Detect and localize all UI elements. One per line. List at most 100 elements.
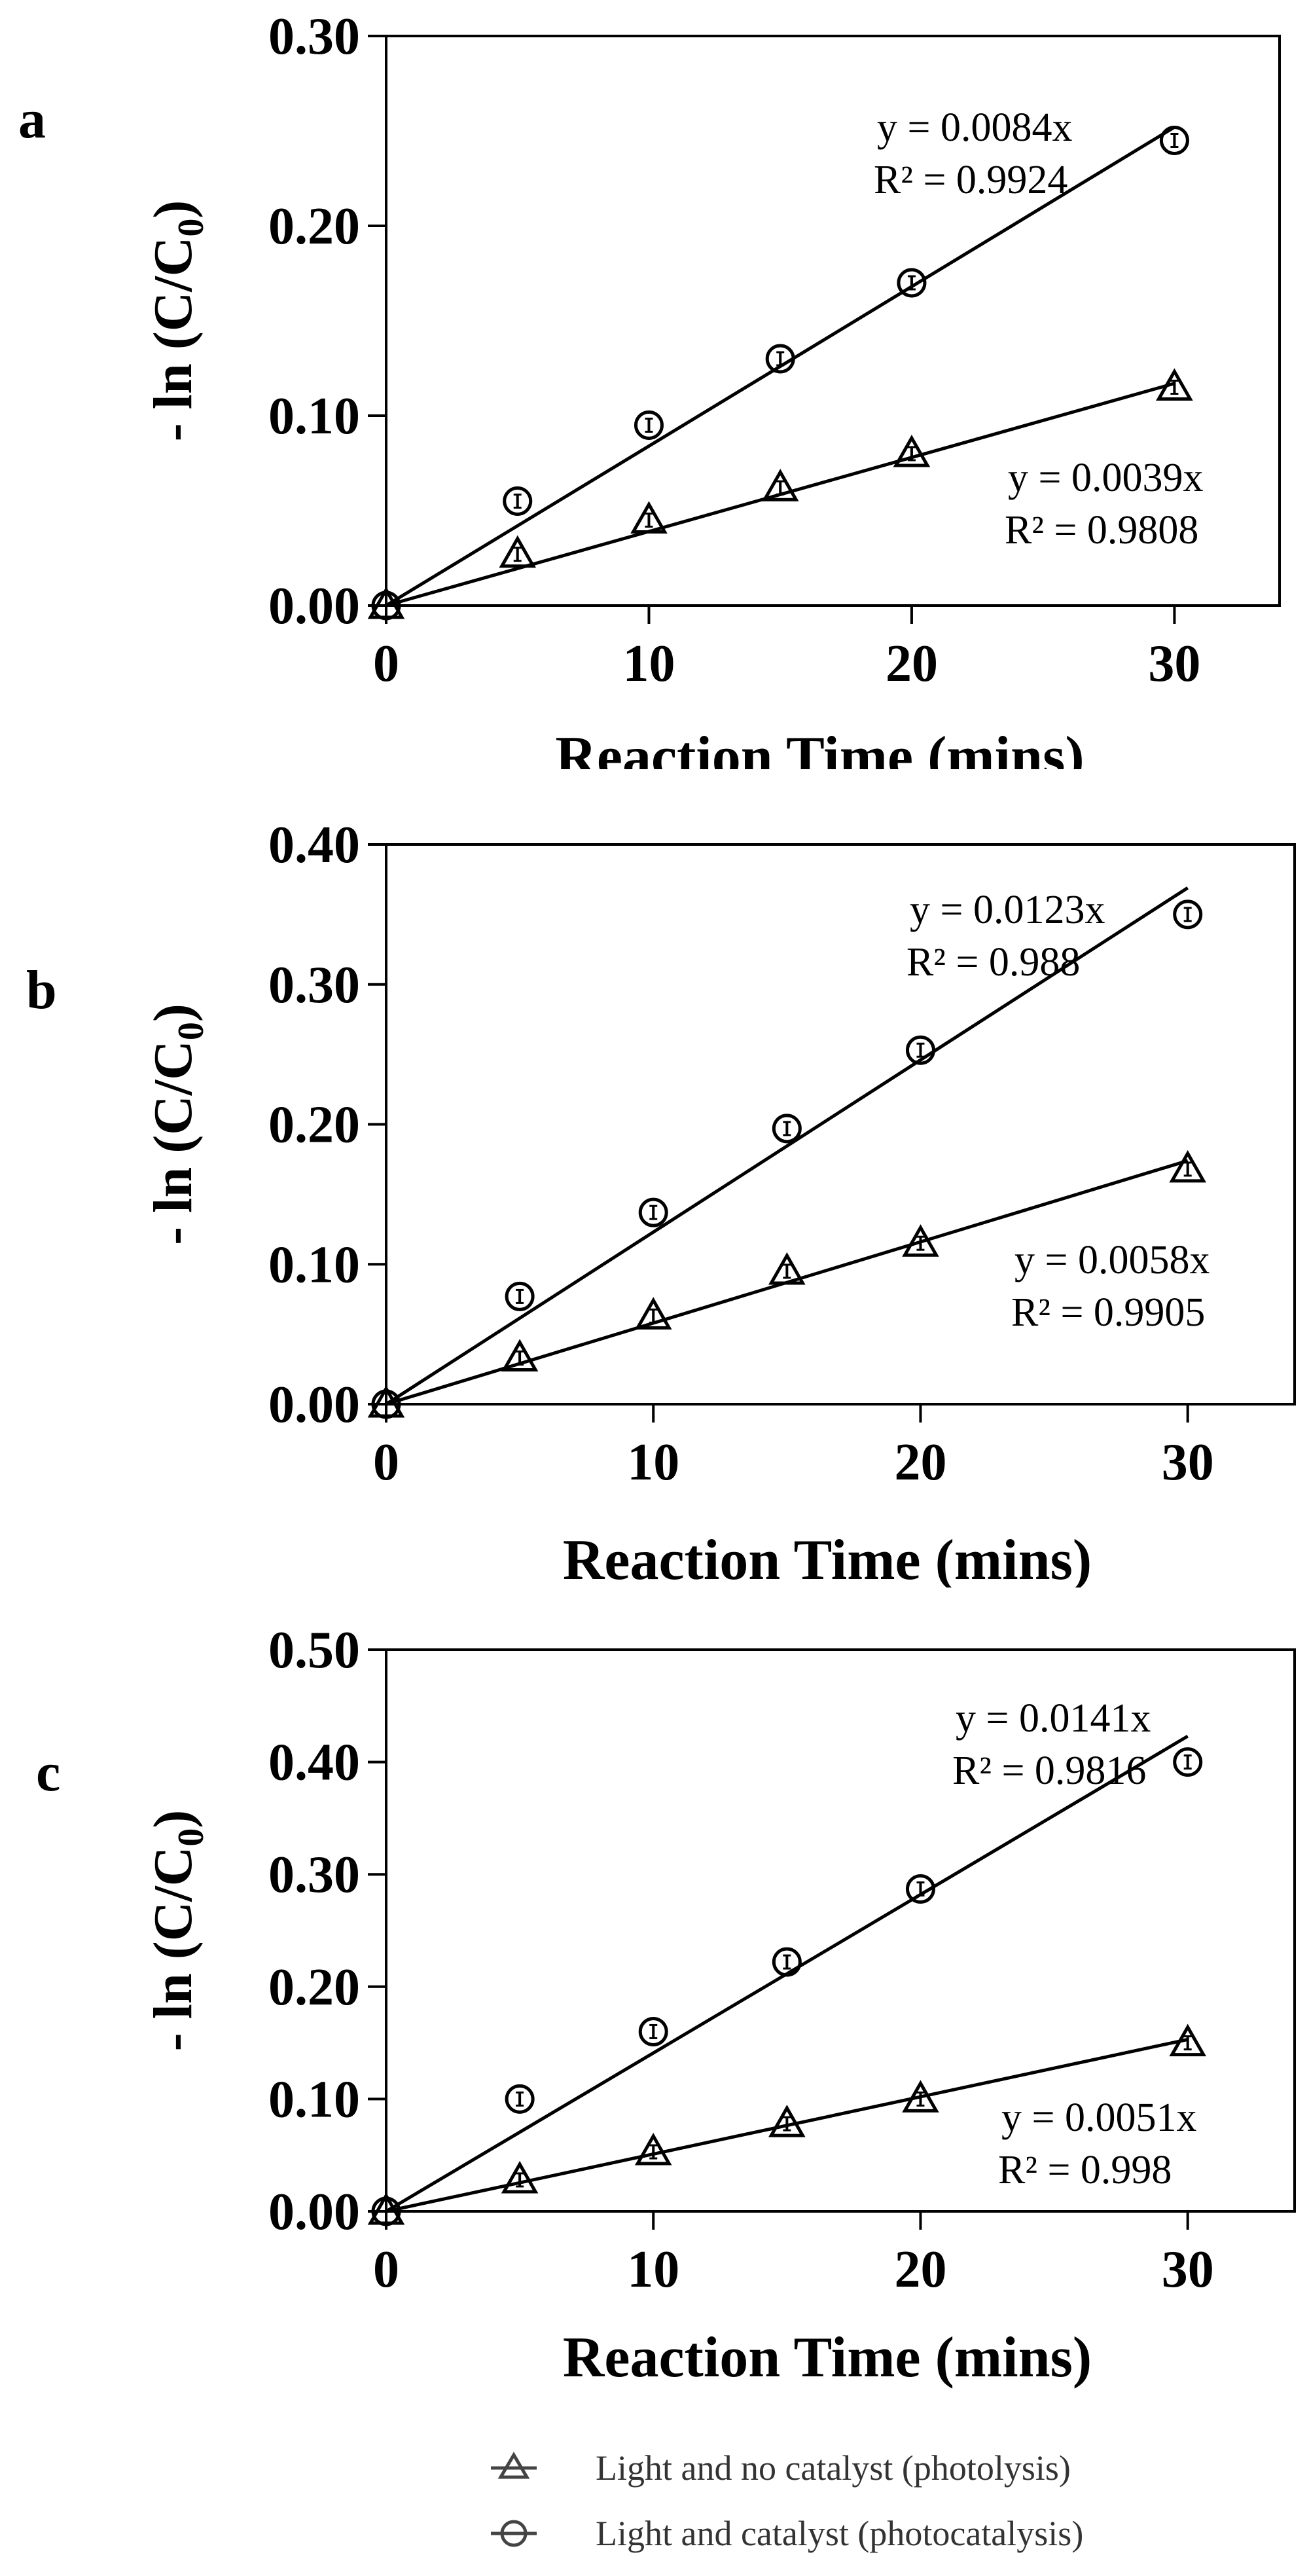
- y-axis-label: - ln (C/C0): [143, 200, 211, 442]
- panel-label: b: [26, 960, 57, 1021]
- panel-a: 0.00 0.10 0.20 0.30 0 10 20 30 Reaction Time (mi…: [18, 8, 1281, 789]
- data-point-triangle: [768, 2105, 806, 2137]
- fit-r-squared: R² = 0.9905: [1011, 1290, 1205, 1335]
- x-tick-label: 20: [886, 635, 938, 693]
- fit-line-circle: [385, 126, 1175, 608]
- data-point-circle: [897, 268, 927, 298]
- y-tick-label: 0.20: [268, 1097, 360, 1154]
- y-axis-label-main: - ln (C/C: [143, 237, 204, 442]
- data-point-circle: [905, 1035, 935, 1065]
- y-tick-label: 0.10: [268, 2071, 360, 2128]
- data-point-triangle: [634, 1297, 672, 1330]
- fit-equation: y = 0.0051x: [1001, 2095, 1196, 2140]
- y-tick-label: 0.30: [268, 956, 360, 1014]
- data-point-triangle: [1169, 2023, 1207, 2057]
- data-point-circle: [638, 2016, 668, 2046]
- panel-label: c: [36, 1742, 60, 1803]
- x-tick-label: 20: [894, 1434, 946, 1491]
- data-point-triangle: [761, 469, 799, 501]
- y-tick-label: 0.20: [268, 198, 360, 255]
- plot-frame-a: [385, 35, 1281, 607]
- y-tick-label: 0.00: [268, 577, 360, 635]
- x-tick-label: 30: [1148, 635, 1200, 693]
- fit-equation: y = 0.0084x: [877, 105, 1072, 150]
- legend: Light and no catalyst (photolysis) Light …: [491, 2448, 1083, 2553]
- data-point-circle: [371, 2196, 401, 2226]
- data-point-circle: [772, 1114, 802, 1144]
- data-point-circle: [634, 410, 664, 440]
- legend-label: Light and no catalyst (photolysis): [596, 2448, 1071, 2488]
- y-axis-label-subscript: 0: [171, 219, 211, 237]
- plot-frame-c: [385, 1648, 1296, 2213]
- data-point-circle: [772, 1947, 802, 1977]
- data-point-circle: [371, 590, 401, 621]
- x-axis-label: Reaction Time (mins): [555, 725, 1084, 789]
- fit-r-squared: R² = 0.9808: [1005, 508, 1198, 553]
- data-point-triangle: [501, 2160, 539, 2194]
- y-tick-label: 0.40: [268, 1734, 360, 1792]
- fit-equation: y = 0.0039x: [1008, 456, 1203, 500]
- data-point-triangle: [634, 2133, 672, 2166]
- y-axis-label-close: ): [143, 200, 204, 219]
- data-point-triangle: [902, 1224, 939, 1257]
- x-tick-label: 0: [373, 2241, 399, 2298]
- x-axis-label: Reaction Time (mins): [563, 2326, 1092, 2389]
- y-tick-label: 0.40: [268, 816, 360, 874]
- data-point-triangle: [1156, 368, 1193, 401]
- data-point-circle: [1159, 126, 1189, 155]
- data-point-triangle: [768, 1252, 806, 1285]
- y-axis-label-subscript: 0: [171, 1828, 211, 1847]
- x-tick-label: 20: [894, 2241, 946, 2298]
- fit-r-squared: R² = 0.9816: [952, 1749, 1146, 1793]
- panel-c: 0.00 0.10 0.20 0.30 0.40 0.50 0 10 20 30 Reaction …: [36, 1622, 1296, 2389]
- y-tick-label: 0.00: [268, 2183, 360, 2241]
- data-point-circle: [1173, 1747, 1203, 1777]
- fit-line-circle: [385, 886, 1189, 1406]
- data-point-triangle: [501, 1339, 539, 1371]
- x-tick-label: 0: [373, 635, 399, 693]
- fit-equation: y = 0.0123x: [910, 888, 1105, 932]
- data-point-circle: [505, 1281, 535, 1311]
- y-tick-label: 0.10: [268, 388, 360, 445]
- y-axis-label-close: ): [143, 1810, 204, 1828]
- y-tick-label: 0.00: [268, 1376, 360, 1434]
- data-point-circle: [638, 1197, 668, 1227]
- fit-r-squared: R² = 0.988: [906, 940, 1080, 985]
- x-tick-label: 0: [373, 1434, 399, 1491]
- y-axis-label: - ln (C/C0): [143, 1004, 211, 1245]
- x-tick-label: 10: [627, 1434, 679, 1491]
- data-point-circle: [505, 2084, 535, 2114]
- x-tick-label: 10: [622, 635, 675, 693]
- data-point-circle: [1173, 899, 1203, 930]
- data-point-circle: [371, 1389, 401, 1419]
- data-point-triangle: [893, 434, 931, 467]
- y-axis-label-close: ): [143, 1004, 204, 1022]
- x-axis-label: Reaction Time (mins): [563, 1529, 1092, 1592]
- panel-label: a: [18, 89, 46, 150]
- y-tick-label: 0.30: [268, 8, 360, 65]
- fit-r-squared: R² = 0.9924: [874, 158, 1067, 202]
- data-point-circle: [503, 486, 533, 516]
- y-axis-label-main: - ln (C/C: [143, 1040, 204, 1245]
- fit-r-squared: R² = 0.998: [998, 2148, 1172, 2192]
- data-point-triangle: [499, 535, 537, 568]
- y-tick-label: 0.30: [268, 1846, 360, 1904]
- data-point-circle: [765, 344, 795, 374]
- legend-marker-triangle: [497, 2452, 530, 2479]
- x-tick-label: 30: [1162, 1434, 1214, 1491]
- data-point-circle: [905, 1874, 935, 1904]
- data-point-triangle: [902, 2080, 939, 2113]
- y-axis-label-main: - ln (C/C: [143, 1847, 204, 2052]
- y-tick-label: 0.20: [268, 1959, 360, 2016]
- y-tick-label: 0.50: [268, 1622, 360, 1679]
- x-tick-label: 30: [1162, 2241, 1214, 2298]
- legend-label: Light and catalyst (photocatalysis): [596, 2514, 1083, 2553]
- data-point-triangle: [630, 501, 668, 534]
- x-tick-label: 10: [627, 2241, 679, 2298]
- fit-equation: y = 0.0141x: [956, 1696, 1151, 1741]
- y-tick-label: 0.10: [268, 1236, 360, 1294]
- y-axis-label: - ln (C/C0): [143, 1810, 211, 2052]
- data-point-triangle: [1169, 1150, 1207, 1183]
- y-axis-label-subscript: 0: [171, 1022, 211, 1040]
